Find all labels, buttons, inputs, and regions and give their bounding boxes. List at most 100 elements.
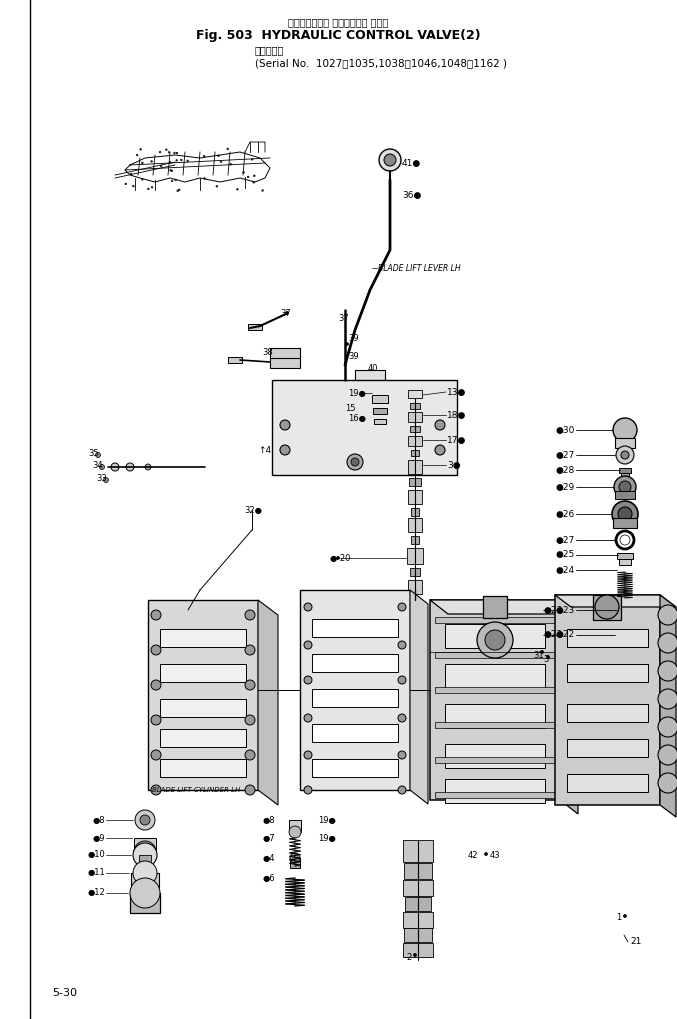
- Text: 37: 37: [280, 309, 290, 318]
- Polygon shape: [258, 600, 278, 805]
- Text: 15: 15: [345, 404, 355, 413]
- Text: ●27: ●27: [556, 536, 575, 544]
- Text: BLADE LIFT CYLINDER LH: BLADE LIFT CYLINDER LH: [152, 787, 240, 793]
- Circle shape: [151, 750, 161, 760]
- Circle shape: [130, 878, 160, 908]
- Circle shape: [135, 810, 155, 830]
- Bar: [404, 863, 432, 879]
- Circle shape: [133, 843, 157, 867]
- Bar: [300, 590, 410, 790]
- Bar: [228, 357, 242, 363]
- Bar: [272, 380, 457, 475]
- Circle shape: [384, 154, 396, 166]
- Bar: [445, 624, 545, 648]
- Circle shape: [174, 152, 175, 154]
- Bar: [435, 722, 555, 728]
- Bar: [312, 654, 398, 672]
- Text: （応用号機: （応用号機: [255, 45, 284, 55]
- Circle shape: [658, 633, 677, 653]
- Circle shape: [658, 689, 677, 709]
- Circle shape: [100, 465, 104, 470]
- Circle shape: [126, 463, 134, 471]
- Bar: [445, 704, 545, 728]
- Circle shape: [171, 170, 173, 171]
- Circle shape: [280, 445, 290, 455]
- Circle shape: [245, 645, 255, 655]
- Circle shape: [477, 622, 513, 658]
- Bar: [430, 600, 560, 800]
- Circle shape: [141, 162, 143, 164]
- Text: ↑4: ↑4: [258, 445, 271, 454]
- Bar: [289, 820, 301, 832]
- Circle shape: [141, 178, 143, 180]
- Circle shape: [622, 607, 628, 613]
- Text: 5-30: 5-30: [52, 988, 77, 998]
- Circle shape: [616, 446, 634, 464]
- Circle shape: [398, 603, 406, 611]
- Circle shape: [658, 773, 677, 793]
- Text: 39: 39: [348, 352, 359, 361]
- Bar: [617, 553, 633, 559]
- Bar: [616, 635, 634, 657]
- Text: ●6: ●6: [263, 873, 275, 882]
- Bar: [619, 555, 631, 565]
- Circle shape: [540, 650, 544, 653]
- Circle shape: [134, 841, 156, 863]
- Bar: [567, 739, 648, 757]
- Text: 36●: 36●: [402, 191, 421, 200]
- Circle shape: [111, 463, 119, 471]
- Circle shape: [280, 420, 290, 430]
- Circle shape: [435, 445, 445, 455]
- Circle shape: [160, 165, 162, 167]
- Circle shape: [95, 452, 100, 458]
- Circle shape: [414, 954, 416, 957]
- Text: -2: -2: [405, 954, 413, 963]
- Circle shape: [242, 171, 244, 173]
- Circle shape: [398, 676, 406, 684]
- Text: ●4: ●4: [263, 854, 275, 862]
- Circle shape: [176, 152, 178, 154]
- Text: ●27: ●27: [556, 450, 575, 460]
- Circle shape: [336, 556, 339, 559]
- Bar: [615, 491, 635, 499]
- Bar: [134, 838, 156, 852]
- Bar: [372, 395, 388, 403]
- Text: ●23: ●23: [556, 605, 575, 614]
- Circle shape: [304, 751, 312, 759]
- Bar: [160, 759, 246, 777]
- Circle shape: [169, 161, 171, 163]
- Bar: [445, 664, 545, 688]
- Circle shape: [485, 853, 487, 856]
- Circle shape: [151, 785, 161, 795]
- Text: 31: 31: [533, 650, 544, 659]
- Circle shape: [254, 175, 255, 176]
- Circle shape: [435, 420, 445, 430]
- Text: ハイドロリック コントロール バルブ: ハイドロリック コントロール バルブ: [288, 17, 388, 26]
- Circle shape: [618, 603, 632, 616]
- Circle shape: [345, 342, 349, 345]
- Bar: [555, 595, 660, 805]
- Text: 38: 38: [262, 347, 273, 357]
- Bar: [435, 652, 555, 658]
- Circle shape: [136, 154, 138, 156]
- Bar: [160, 664, 246, 682]
- Circle shape: [485, 630, 505, 650]
- Bar: [619, 450, 631, 458]
- Text: 40: 40: [368, 364, 378, 373]
- Circle shape: [398, 751, 406, 759]
- Bar: [160, 729, 246, 747]
- Text: 34: 34: [92, 461, 103, 470]
- Circle shape: [165, 149, 167, 151]
- Circle shape: [289, 826, 301, 838]
- Text: BLADE LIFT LEVER LH: BLADE LIFT LEVER LH: [378, 264, 460, 272]
- Text: ●10: ●10: [87, 851, 105, 859]
- Circle shape: [145, 464, 151, 470]
- Bar: [131, 873, 159, 887]
- Circle shape: [290, 853, 300, 863]
- Bar: [621, 470, 629, 488]
- Bar: [408, 412, 422, 422]
- Bar: [408, 436, 422, 446]
- Text: ● 20: ● 20: [330, 553, 351, 562]
- Text: 41●: 41●: [402, 159, 421, 167]
- Bar: [435, 616, 555, 623]
